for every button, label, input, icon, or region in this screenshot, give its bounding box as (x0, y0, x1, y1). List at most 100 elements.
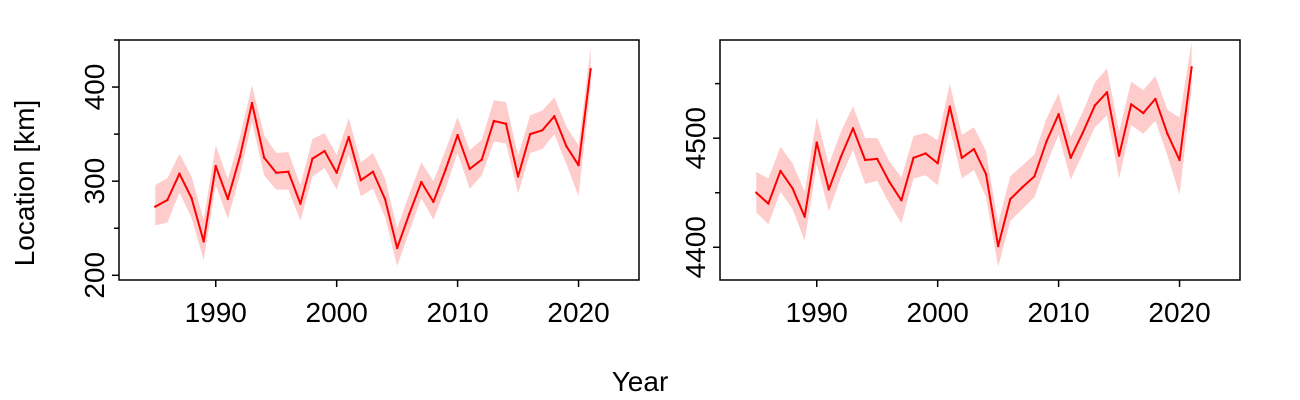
panel-right-data-point (924, 152, 927, 155)
panel-left-y-ticks: 200 300 400 (79, 39, 119, 299)
panel-right-data-point (1166, 132, 1169, 136)
panel-left-y-tick-label: 300 (79, 158, 110, 205)
panel-right-data-point (1154, 97, 1157, 101)
panel-left-data-point (250, 101, 254, 105)
panel-right-data-point (900, 199, 903, 202)
panel-right-frame (719, 39, 1241, 281)
panel-right-data-point (1142, 111, 1145, 115)
panel-right-data-point (851, 127, 855, 130)
panel-right-data-point (948, 105, 951, 108)
panel-left-data-point (275, 171, 278, 174)
panel-left-data-point (154, 205, 157, 208)
panel-right-data-point (876, 157, 879, 161)
panel-right-data-point (888, 180, 891, 184)
panel-left-data-point (347, 135, 350, 139)
panel-right-y-tick-label: 4500 (680, 107, 711, 169)
panel-right-line (755, 66, 1193, 248)
panel-left-x-tick-label: 2010 (426, 297, 488, 328)
panel-right-data-point (1190, 66, 1193, 69)
panel-right-data-point (1129, 103, 1133, 106)
panel-left-data-point (262, 156, 266, 159)
panel-right-data-point (1033, 175, 1036, 178)
panel-left-data-point (395, 246, 399, 250)
panel-left-data-point (589, 67, 592, 71)
panel-left-y-tick-label: 200 (79, 252, 110, 299)
panel-left-data-point (504, 122, 508, 125)
panel-right-data-point (1045, 140, 1048, 143)
panel-left-data-point (190, 196, 193, 200)
panel-left-data-point (383, 197, 387, 201)
panel-left-x-tick-label: 1990 (185, 297, 247, 328)
panel-left-x-tick-label: 2020 (547, 297, 609, 328)
panel-right-data-point (996, 244, 1000, 248)
panel-left-data-point (166, 198, 169, 202)
panel-left-x-ticks: 1990 2000 2010 2020 (185, 280, 610, 328)
panel-left-data-point (335, 171, 338, 174)
panel-left-data-point (238, 155, 242, 158)
panel-right-data-point (1093, 104, 1097, 107)
panel-left-data-point (408, 212, 411, 216)
panel-left-frame (118, 39, 640, 281)
panel-left-data-point (492, 119, 496, 123)
panel-right-data-point (1081, 131, 1084, 134)
panel-left-data-point (565, 145, 568, 148)
panel-right-data-point (1117, 154, 1121, 157)
panel-right-y-ticks: 4400 4500 (680, 82, 720, 278)
panel-right-data-point (972, 147, 976, 151)
panel-right-data-point (791, 187, 794, 190)
panel-right-data-point (912, 156, 915, 160)
panel-right-data-point (1057, 112, 1060, 116)
panel-right-x-tick-label: 2000 (907, 297, 969, 328)
panel-left-data-point (311, 157, 314, 160)
panel-left-line (154, 67, 592, 250)
panel-right-data-point (1105, 91, 1109, 94)
panel-right-band (756, 42, 1192, 267)
panel-right-data-point (1009, 198, 1012, 201)
panel-left-data-point (323, 149, 326, 153)
panel-right-confidence-band (756, 42, 1192, 267)
panel-left-x-tick-label: 2000 (306, 297, 368, 328)
panel-left-data-point (444, 168, 447, 172)
panel-left-data-point (468, 167, 471, 171)
panel-right-y-tick-label: 4400 (680, 216, 711, 278)
x-axis-title: Year (612, 366, 669, 397)
panel-left-data-point (178, 172, 181, 175)
panel-right-data-point (1069, 156, 1072, 160)
panel-left-data-point (528, 132, 532, 136)
panel-left-data-point (480, 158, 483, 161)
panel-left-data-point (516, 175, 520, 178)
panel-right: 1990 2000 2010 2020 4400 4500 (680, 39, 1241, 328)
panel-right-data-point (839, 155, 843, 158)
panel-left-data-point (371, 170, 375, 173)
panel-left-data-point (432, 200, 435, 204)
panel-right-data-point (803, 215, 806, 218)
panel-left-data-point (541, 129, 544, 132)
panel-right-data-point (936, 162, 939, 165)
panel-right-x-tick-label: 2010 (1027, 297, 1089, 328)
panel-left-data-point (214, 164, 217, 168)
panel-right-data-point (827, 188, 831, 191)
panel-right-x-tick-label: 1990 (786, 297, 848, 328)
panel-left-data-point (553, 115, 556, 118)
panel-left-confidence-band (155, 47, 591, 266)
panel-left-data-point (420, 180, 423, 184)
panel-left-data-point (287, 170, 290, 173)
panel-left: 1990 2000 2010 2020 200 300 400 (79, 39, 640, 328)
panel-right-data-point (984, 172, 988, 176)
panel-left-band (155, 47, 591, 266)
panel-right-data-point (960, 156, 964, 160)
panel-left-data-point (226, 197, 230, 201)
panel-left-data-point (202, 240, 205, 243)
panel-left-data-point (456, 133, 459, 137)
y-axis-title: Location [km] (9, 100, 40, 267)
panel-right-data-point (755, 191, 758, 194)
panel-left-data-point (359, 179, 363, 182)
panel-right-x-ticks: 1990 2000 2010 2020 (786, 280, 1211, 328)
panel-right-data-point (863, 158, 867, 162)
panel-right-data-point (779, 169, 782, 173)
panel-right-data-point (767, 202, 770, 205)
panel-right-data-point (1178, 158, 1181, 162)
panel-right-data-point (815, 141, 818, 144)
panel-left-data-point (299, 202, 302, 205)
